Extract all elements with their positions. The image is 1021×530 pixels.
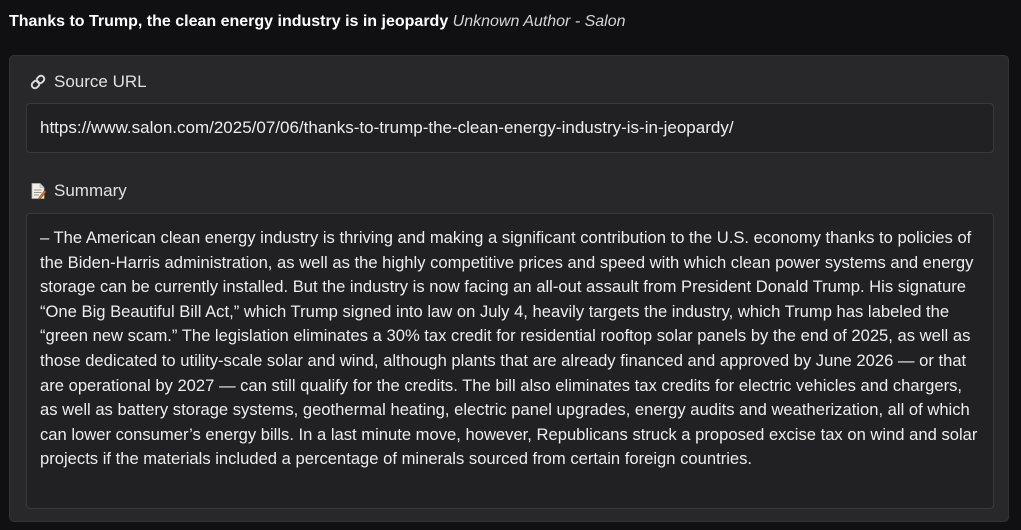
article-byline: Unknown Author - Salon [452, 13, 626, 30]
document-icon [29, 182, 47, 200]
article-header: Thanks to Trump, the clean energy indust… [9, 11, 626, 33]
source-url-heading: Source URL [29, 71, 147, 93]
article-details-panel: Source URL https://www.salon.com/2025/07… [9, 55, 1009, 522]
summary-heading: Summary [29, 180, 127, 202]
link-icon [29, 73, 47, 91]
summary-label: Summary [54, 181, 127, 200]
source-url-label: Source URL [54, 72, 147, 91]
source-url-field[interactable]: https://www.salon.com/2025/07/06/thanks-… [26, 103, 994, 153]
summary-text[interactable]: – The American clean energy industry is … [26, 213, 994, 509]
article-headline: Thanks to Trump, the clean energy indust… [9, 13, 449, 30]
